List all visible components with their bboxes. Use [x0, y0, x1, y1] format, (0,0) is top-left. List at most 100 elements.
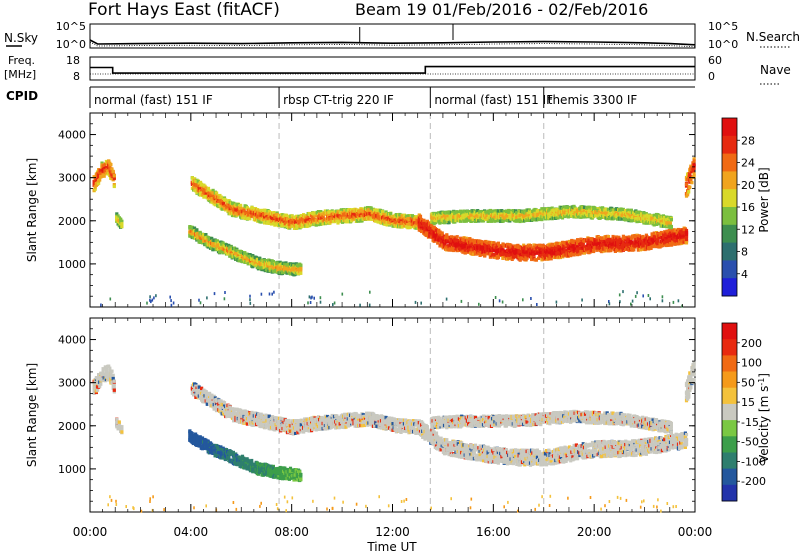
echo-cell — [582, 251, 586, 255]
echo-cell — [528, 244, 533, 248]
echo-cell — [120, 220, 124, 224]
echo-cell — [621, 240, 625, 244]
echo-cell — [496, 209, 500, 213]
echo-cell — [500, 245, 504, 249]
echo-cell — [214, 191, 219, 195]
echo-cell — [549, 214, 553, 218]
echo-cell — [258, 256, 262, 260]
echo-cell — [508, 219, 512, 223]
echo-cell — [290, 214, 294, 218]
echo-cell — [189, 229, 193, 233]
cpid-panel: CPID normal (fast) 151 IF rbsp CT-trig 22… — [6, 86, 695, 108]
echo-cell — [467, 242, 471, 247]
echo-cell — [684, 241, 689, 245]
echo-cell — [439, 220, 443, 224]
echo-cell — [493, 219, 497, 223]
echo-cell — [452, 248, 456, 253]
echo-cell — [496, 255, 500, 260]
echo-cell — [485, 211, 489, 215]
echo-cell — [279, 265, 283, 269]
echo-cell — [684, 235, 689, 240]
echo-cell — [536, 209, 541, 213]
echo-cell — [285, 271, 289, 275]
echo-cell — [567, 239, 572, 244]
echo-cell — [673, 242, 677, 246]
echo-cell — [637, 234, 642, 238]
echo-cell — [658, 233, 662, 238]
echo-cell — [112, 184, 116, 189]
echo-cell — [239, 203, 243, 208]
noise-search-label: N.Search — [746, 30, 800, 44]
echo-cell — [670, 243, 674, 247]
noise-right-tick-top: 10^5 — [708, 20, 738, 33]
echo-cell — [534, 258, 538, 262]
echo-cell — [454, 218, 458, 223]
echo-cell — [517, 216, 521, 220]
echo-cell — [464, 236, 468, 241]
cpid-segment-label: normal (fast) 151 IF — [434, 93, 553, 107]
echo-cell — [549, 257, 553, 261]
echo-cell — [242, 208, 246, 212]
echo-cell — [258, 261, 262, 265]
echo-cell — [532, 243, 536, 247]
echo-cell — [375, 209, 379, 213]
echo-cell — [196, 231, 200, 236]
echo-cell — [447, 220, 451, 225]
echo-cell — [571, 244, 575, 248]
freq-tick-bottom: 8 — [73, 70, 80, 83]
noise-sky-trace — [89, 39, 696, 46]
echo-cell — [221, 202, 225, 206]
echo-cell — [655, 244, 659, 249]
echo-cell — [514, 209, 518, 213]
echo-cell — [618, 237, 622, 241]
echo-cell — [470, 213, 474, 217]
echo-cell — [319, 220, 323, 224]
echo-cell — [99, 169, 103, 173]
noise-traces — [89, 24, 696, 48]
echo-cell — [420, 218, 424, 222]
echo-cell — [259, 220, 263, 224]
echo-cell — [211, 188, 215, 193]
echo-cell — [275, 212, 279, 217]
echo-cell — [259, 208, 263, 213]
echo-cell — [639, 240, 643, 244]
echo-cell — [418, 214, 423, 219]
echo-cell — [462, 219, 466, 223]
echo-cell — [224, 243, 229, 247]
echo-cell — [540, 217, 544, 222]
echo-cell — [219, 195, 223, 199]
echo-cell — [305, 218, 309, 222]
echo-cell — [221, 251, 225, 255]
echo-cell — [98, 178, 102, 182]
echo-cell — [204, 233, 208, 237]
echo-cell — [671, 240, 675, 244]
echo-cell — [526, 247, 530, 251]
echo-cell — [316, 210, 321, 214]
frequency-panel: Freq. [MHz] 18 8 60 0 Nave — [4, 54, 791, 85]
echo-cell — [527, 208, 531, 212]
echo-cell — [605, 240, 609, 244]
echo-cell — [587, 238, 591, 242]
echo-cell — [112, 174, 116, 178]
echo-cell — [430, 223, 434, 227]
echo-cell — [440, 231, 444, 235]
freq-label-line2: [MHz] — [4, 68, 36, 81]
echo-cell — [383, 222, 387, 226]
echo-cell — [506, 248, 510, 252]
nave-tick-top: 60 — [708, 54, 722, 67]
cpid-label: CPID — [6, 89, 38, 103]
echo-cell — [684, 232, 689, 236]
echo-cell — [264, 208, 268, 213]
power-echoes — [92, 157, 696, 308]
echo-cell — [649, 246, 653, 250]
echo-cell — [539, 213, 543, 217]
echo-cell — [451, 245, 455, 250]
echo-cell — [672, 229, 676, 233]
echo-cell — [532, 256, 536, 260]
echo-cell — [120, 224, 124, 228]
echo-cell — [449, 235, 453, 239]
echo-cell — [590, 237, 595, 241]
echo-cell — [509, 245, 513, 249]
echo-cell — [206, 186, 211, 191]
